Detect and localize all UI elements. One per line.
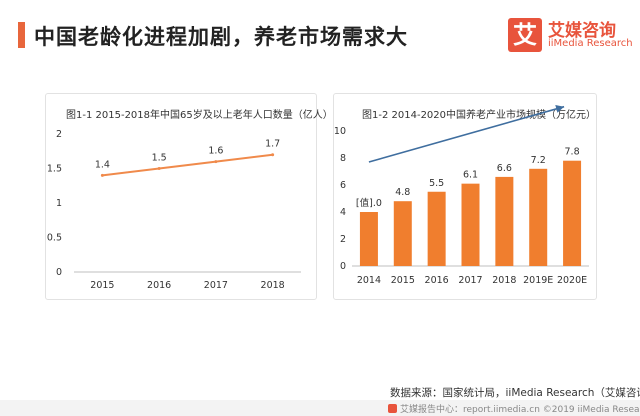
data-label: 5.5	[429, 178, 444, 189]
y-tick-label: 8	[340, 153, 346, 164]
data-label: 7.8	[565, 147, 580, 158]
x-tick-label: 2017	[204, 280, 228, 291]
market-size-bar-chart: 图1-2 2014-2020中国养老产业市场规模（万亿元） 0 2 4 6 8 10 2014…	[334, 105, 596, 286]
x-tick-label: 2014	[357, 275, 381, 286]
iimedia-logo: 艾 艾媒咨询 iiMedia Research	[508, 16, 633, 56]
data-label: 1.4	[95, 159, 110, 170]
market-size-chart-panel: 图1-2 2014-2020中国养老产业市场规模（万亿元） 0 2 4 6 8 10 2014…	[333, 93, 597, 300]
population-data-point	[214, 160, 218, 164]
data-label: 1.7	[265, 139, 280, 150]
data-label: 1.6	[208, 146, 223, 157]
data-label: 6.1	[463, 170, 478, 181]
market-size-bar	[495, 176, 514, 266]
data-label: 1.5	[152, 153, 167, 164]
logo-mark: 艾	[508, 18, 542, 52]
y-tick-label: 4	[340, 207, 346, 218]
x-tick-label: 2018	[492, 275, 516, 286]
y-tick-label: 10	[334, 126, 346, 137]
population-chart-panel: 图1-1 2015-2018年中国65岁及以上老年人口数量（亿人） 0 0.5 1 1.…	[45, 93, 333, 300]
y-tick-label: 6	[340, 180, 346, 191]
page-title: 中国老龄化进程加剧，养老市场需求大	[34, 25, 408, 49]
x-tick-label: 2019E	[523, 275, 553, 286]
x-tick-label: 2015	[90, 280, 114, 291]
chart-title: 图1-2 2014-2020中国养老产业市场规模（万亿元）	[362, 108, 596, 121]
data-source-note: 数据来源：国家统计局，iiMedia Research（艾媒咨询）	[390, 387, 640, 399]
population-data-point	[100, 173, 104, 177]
data-label: 7.2	[531, 155, 546, 166]
market-size-bar	[461, 183, 480, 266]
market-size-bar	[563, 160, 582, 266]
title-accent-bar	[18, 22, 25, 48]
market-size-bar	[359, 212, 378, 266]
y-tick-label: 0	[56, 267, 62, 278]
x-tick-label: 2016	[147, 280, 171, 291]
footer-text: 艾媒报告中心：report.iimedia.cn ©2019 iiMedia R…	[388, 402, 640, 415]
y-tick-label: 2	[56, 129, 62, 140]
footer-bar: 艾媒报告中心：report.iimedia.cn ©2019 iiMedia R…	[0, 400, 640, 416]
logo-name-cn: 艾媒咨询	[548, 21, 616, 41]
data-label: 4.8	[395, 187, 410, 198]
data-label: 6.6	[497, 163, 512, 174]
population-data-point	[271, 153, 275, 157]
y-tick-label: 0.5	[47, 233, 62, 244]
x-tick-label: 2015	[391, 275, 415, 286]
market-size-bar	[529, 168, 548, 266]
y-tick-label: 0	[340, 261, 346, 272]
population-series-line	[102, 153, 273, 177]
x-tick-label: 2016	[425, 275, 449, 286]
market-size-bar	[427, 191, 446, 266]
population-line-chart: 图1-1 2015-2018年中国65岁及以上老年人口数量（亿人） 0 0.5 1 1.…	[47, 108, 333, 291]
x-tick-label: 2017	[458, 275, 482, 286]
y-tick-label: 2	[340, 234, 346, 245]
market-size-bar	[393, 201, 412, 266]
footer-label: 艾媒报告中心：report.iimedia.cn ©2019 iiMedia R…	[400, 405, 640, 415]
x-tick-label: 2018	[261, 280, 285, 291]
y-tick-label: 1	[56, 198, 62, 209]
y-tick-label: 1.5	[47, 164, 62, 175]
data-label: [值].0	[356, 197, 382, 209]
chart-title: 图1-1 2015-2018年中国65岁及以上老年人口数量（亿人）	[66, 108, 333, 121]
logo-name-en: iiMedia Research	[548, 38, 633, 49]
population-data-point	[157, 167, 161, 170]
trend-arrow-head	[555, 105, 565, 113]
trend-arrow-line	[368, 105, 565, 163]
x-tick-label: 2020E	[557, 275, 587, 286]
report-center-icon	[388, 404, 397, 413]
